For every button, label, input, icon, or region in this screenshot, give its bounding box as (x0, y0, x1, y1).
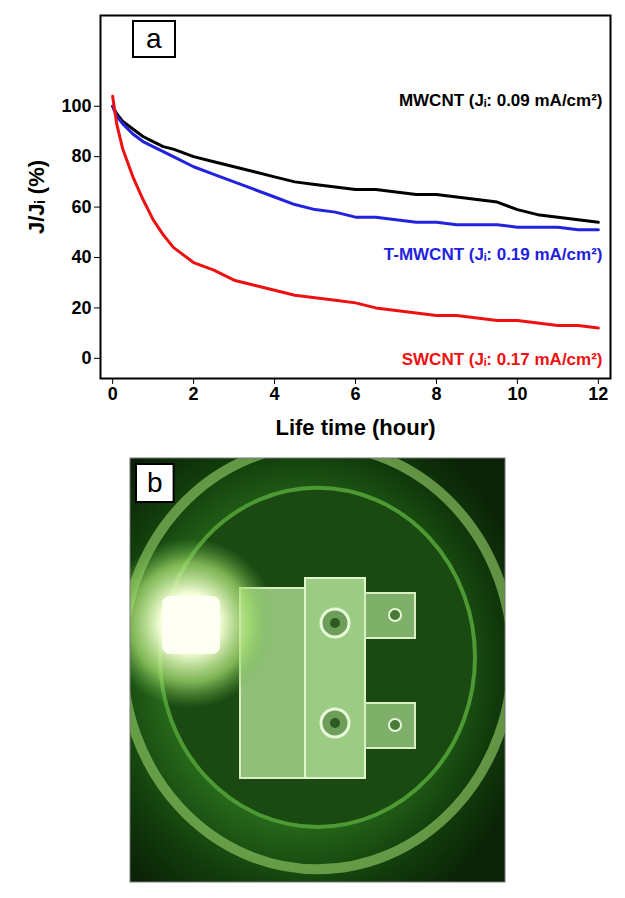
svg-text:0: 0 (108, 384, 118, 404)
svg-text:0: 0 (81, 348, 91, 368)
svg-text:b: b (147, 467, 163, 498)
svg-text:12: 12 (588, 384, 608, 404)
svg-text:20: 20 (71, 298, 91, 318)
svg-text:T-MWCNT (Jᵢ: 0.19 mA/cm²): T-MWCNT (Jᵢ: 0.19 mA/cm²) (384, 245, 603, 264)
svg-text:100: 100 (61, 96, 91, 116)
svg-text:MWCNT (Jᵢ: 0.09 mA/cm²): MWCNT (Jᵢ: 0.09 mA/cm²) (399, 91, 603, 110)
svg-text:2: 2 (189, 384, 199, 404)
svg-text:6: 6 (350, 384, 360, 404)
svg-text:40: 40 (71, 247, 91, 267)
svg-text:SWCNT (Jᵢ: 0.17 mA/cm²): SWCNT (Jᵢ: 0.17 mA/cm²) (402, 350, 603, 369)
svg-text:10: 10 (507, 384, 527, 404)
svg-text:J/Jᵢ (%): J/Jᵢ (%) (24, 160, 49, 234)
svg-text:60: 60 (71, 197, 91, 217)
html-text:a: a (146, 23, 162, 54)
svg-text:8: 8 (431, 384, 441, 404)
svg-text:80: 80 (71, 146, 91, 166)
svg-text:Life time (hour): Life time (hour) (275, 415, 435, 440)
svg-text:4: 4 (270, 384, 280, 404)
